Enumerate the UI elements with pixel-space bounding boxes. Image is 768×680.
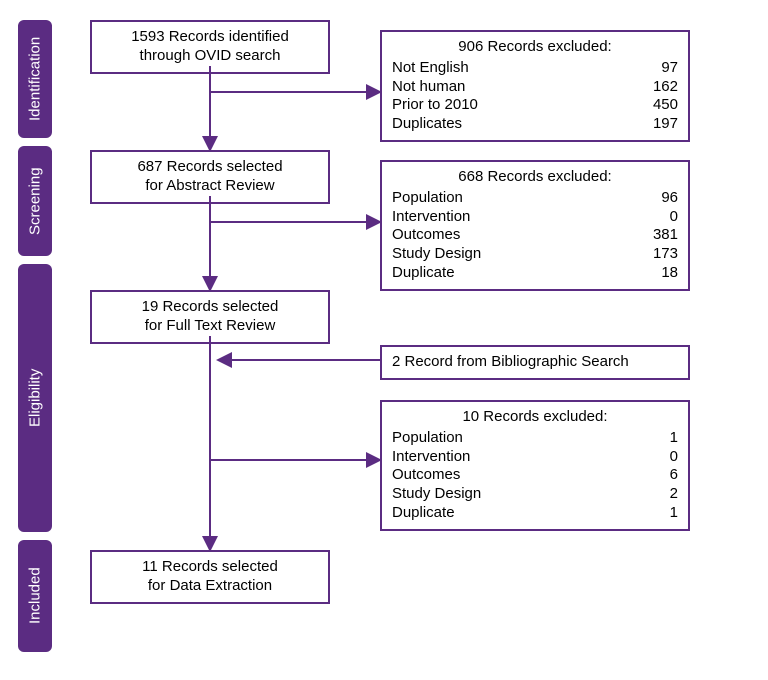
- excl1-title: 906 Records excluded:: [392, 38, 678, 57]
- excl2-row-1: Intervention0: [392, 208, 678, 227]
- extraction-line1: 11 Records selected: [102, 558, 318, 577]
- box-biblio: 2 Record from Bibliographic Search: [380, 345, 690, 380]
- stage-included-text: Included: [27, 568, 44, 625]
- box-abstract: 687 Records selected for Abstract Review: [90, 150, 330, 204]
- excl1-row-3: Duplicates197: [392, 115, 678, 134]
- box-excl3: 10 Records excluded: Population1 Interve…: [380, 400, 690, 531]
- excl3-row-4: Duplicate1: [392, 504, 678, 523]
- excl3-row-1: Intervention0: [392, 448, 678, 467]
- excl3-row-3: Study Design2: [392, 485, 678, 504]
- stage-eligibility-text: Eligibility: [27, 369, 44, 427]
- stage-included: Included: [18, 540, 52, 652]
- identified-line1: 1593 Records identified: [102, 28, 318, 47]
- stage-screening: Screening: [18, 146, 52, 256]
- box-fulltext: 19 Records selected for Full Text Review: [90, 290, 330, 344]
- excl2-row-4: Duplicate18: [392, 264, 678, 283]
- box-excl1: 906 Records excluded: Not English97 Not …: [380, 30, 690, 142]
- stage-identification: Identification: [18, 20, 52, 138]
- excl1-row-2: Prior to 2010450: [392, 96, 678, 115]
- excl1-row-1: Not human162: [392, 78, 678, 97]
- excl2-row-3: Study Design173: [392, 245, 678, 264]
- box-excl2: 668 Records excluded: Population96 Inter…: [380, 160, 690, 291]
- excl2-title: 668 Records excluded:: [392, 168, 678, 187]
- excl3-row-0: Population1: [392, 429, 678, 448]
- extraction-line2: for Data Extraction: [102, 577, 318, 596]
- abstract-line1: 687 Records selected: [102, 158, 318, 177]
- excl2-row-2: Outcomes381: [392, 226, 678, 245]
- identified-line2: through OVID search: [102, 47, 318, 66]
- excl3-title: 10 Records excluded:: [392, 408, 678, 427]
- excl3-row-2: Outcomes6: [392, 466, 678, 485]
- stage-eligibility: Eligibility: [18, 264, 52, 532]
- stage-identification-text: Identification: [27, 37, 44, 121]
- fulltext-line1: 19 Records selected: [102, 298, 318, 317]
- stage-screening-text: Screening: [27, 167, 44, 235]
- box-extraction: 11 Records selected for Data Extraction: [90, 550, 330, 604]
- box-identified: 1593 Records identified through OVID sea…: [90, 20, 330, 74]
- excl1-row-0: Not English97: [392, 59, 678, 78]
- abstract-line2: for Abstract Review: [102, 177, 318, 196]
- biblio-text: 2 Record from Bibliographic Search: [392, 353, 629, 370]
- fulltext-line2: for Full Text Review: [102, 317, 318, 336]
- excl2-row-0: Population96: [392, 189, 678, 208]
